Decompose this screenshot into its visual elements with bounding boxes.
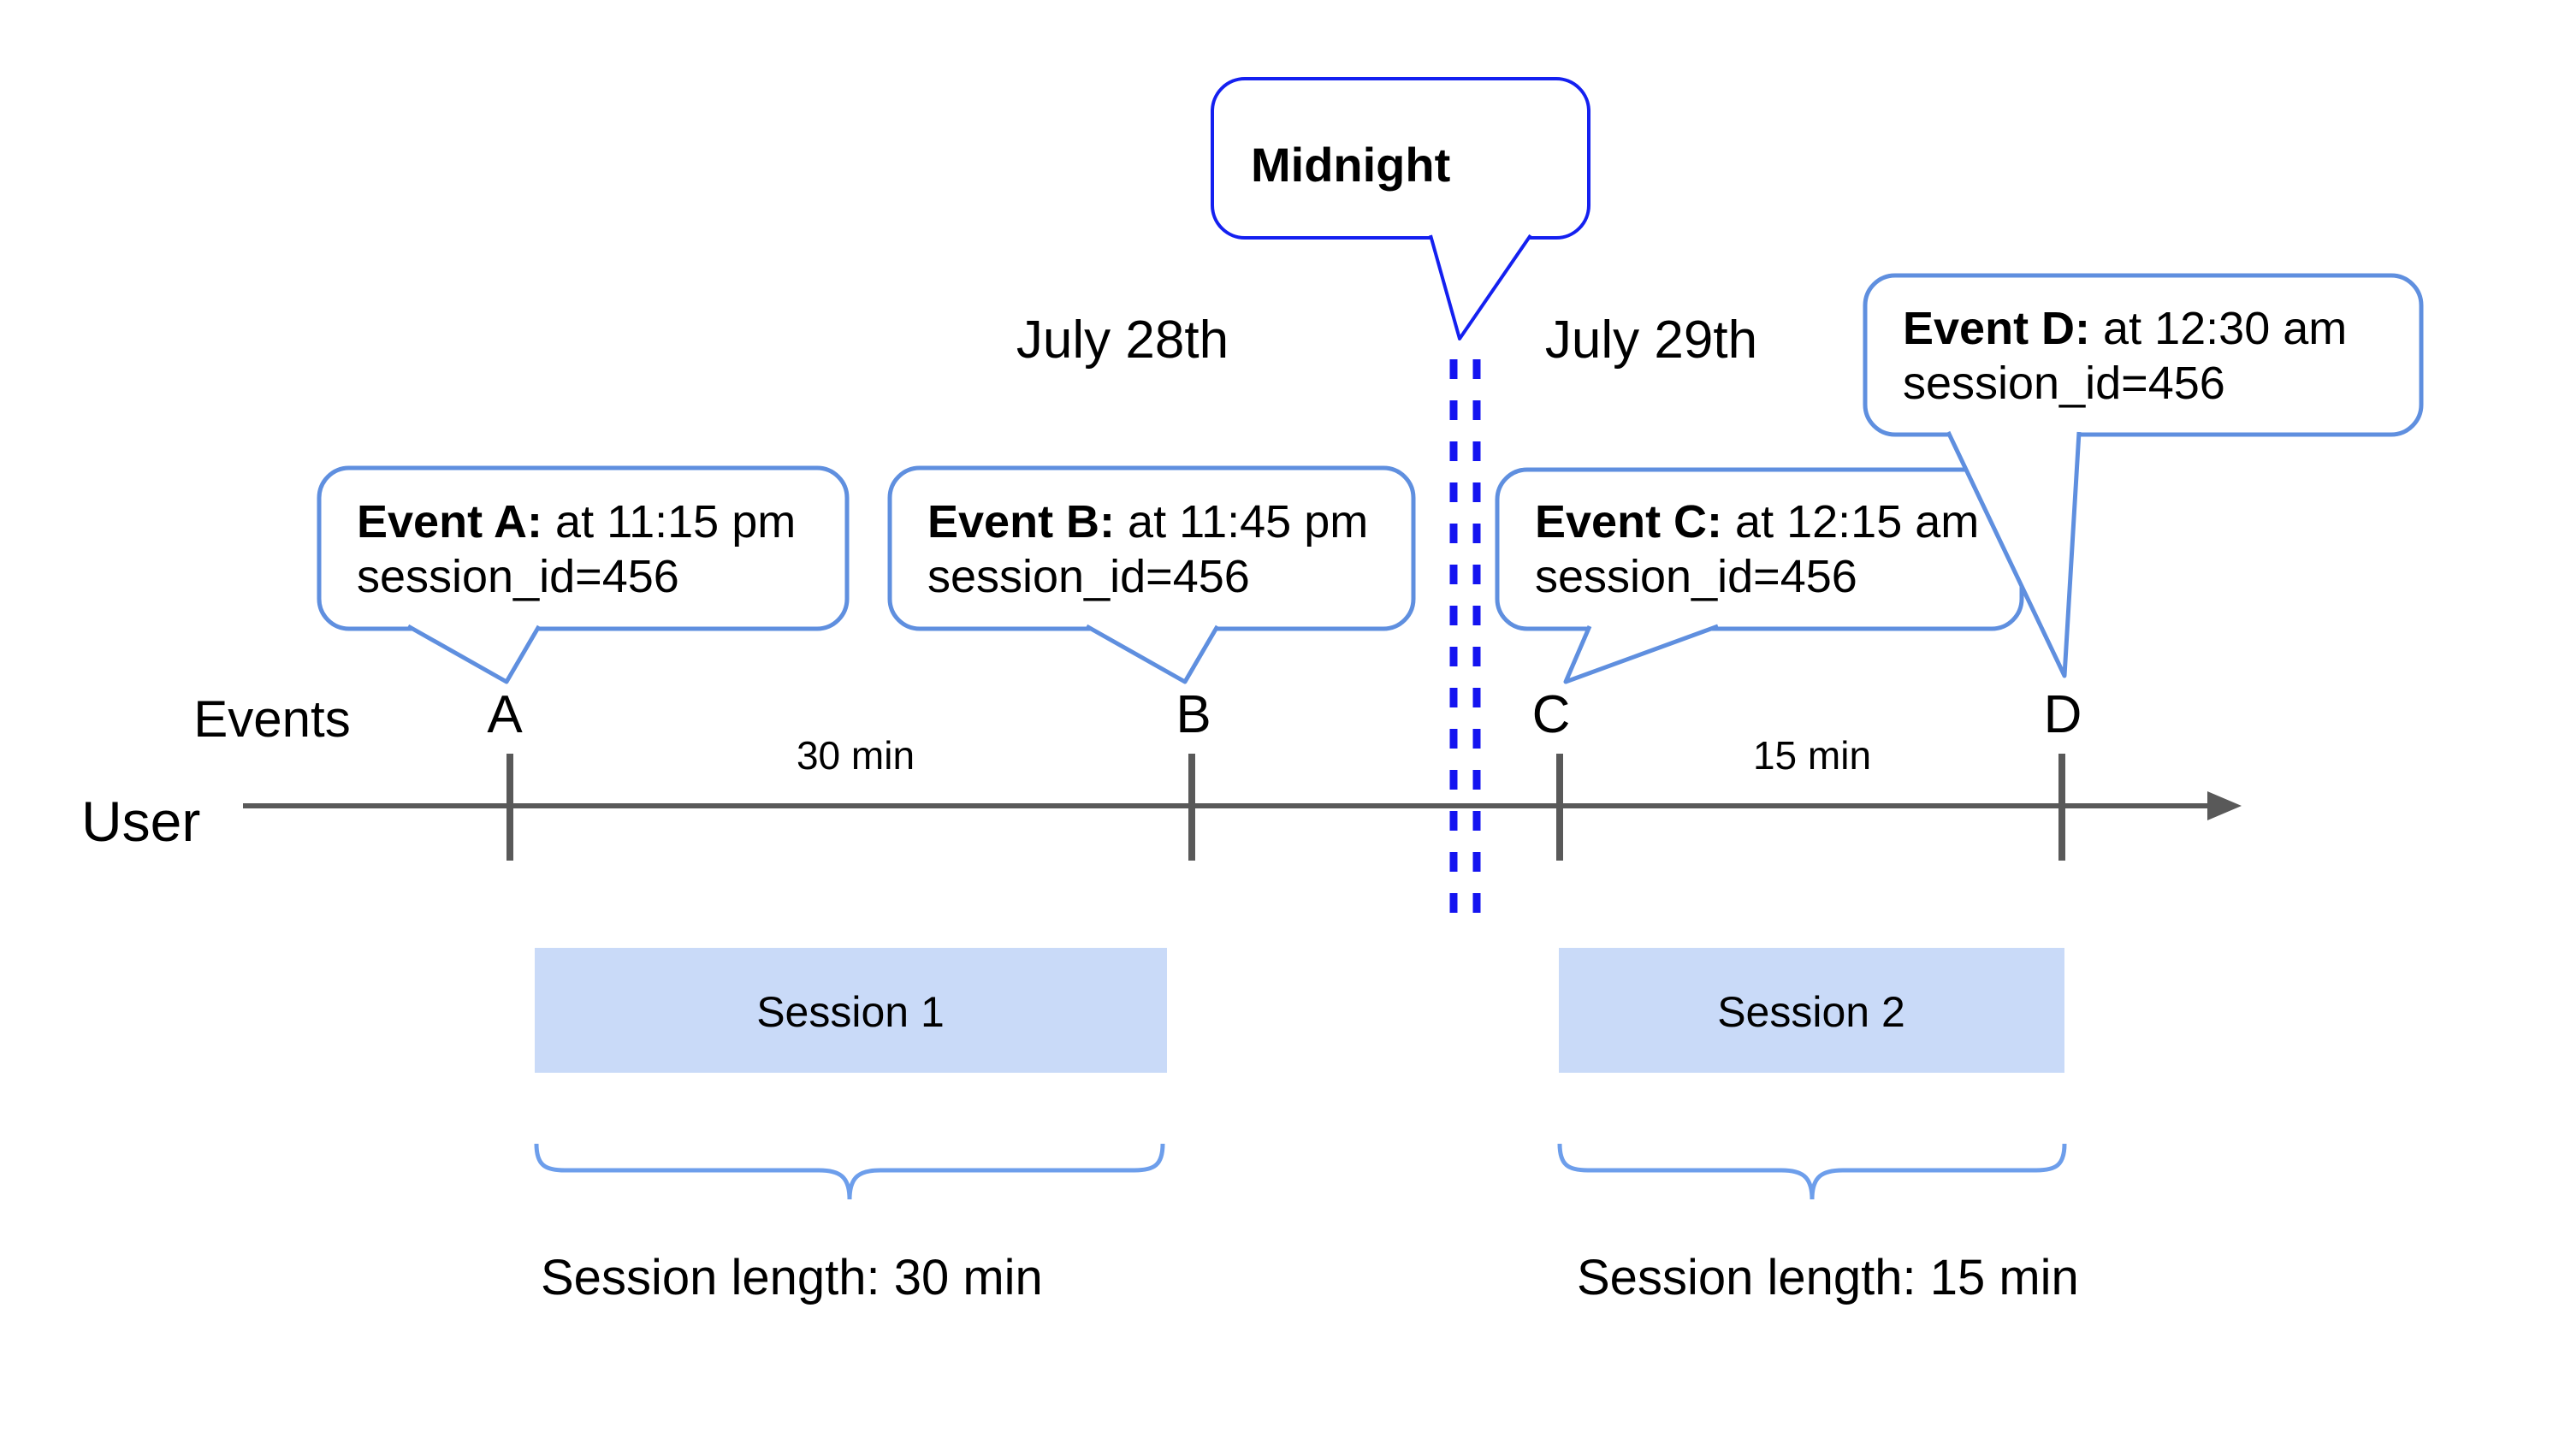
session-1-brace [534,1143,1165,1200]
event-c-line1: Event C: at 12:15 am [1535,494,1979,549]
interval-30min-label: 30 min [796,733,915,778]
session-2-label: Session 2 [1717,988,1905,1036]
interval-15min-label: 15 min [1752,733,1872,778]
event-a-session-id: session_id=456 [357,551,679,602]
session-1-length-label: Session length: 30 min [541,1250,1043,1305]
event-a-title: Event A: [357,496,543,547]
session-2-box [1559,948,2064,1073]
date-july-28: July 28th [1016,311,1229,370]
events-axis-label: Events [193,690,351,748]
event-letter-c: C [1531,685,1571,744]
session-1-box [535,948,1167,1073]
event-d-callout-text: Event D: at 12:30 am session_id=456 [1903,301,2347,411]
event-b-line1: Event B: at 11:45 pm [927,494,1368,549]
event-c-callout-tail [1563,624,1719,684]
event-d-callout-tail [1946,430,2082,678]
session-2-length-label: Session length: 15 min [1577,1250,2079,1305]
session-1-label: Session 1 [756,988,945,1036]
event-letter-b: B [1176,685,1211,744]
event-b-callout-text: Event B: at 11:45 pm session_id=456 [927,494,1368,604]
event-a-callout-shape [317,465,850,684]
event-letter-d: D [2043,685,2082,744]
event-b-session-id: session_id=456 [927,551,1250,602]
event-d-line1: Event D: at 12:30 am [1903,301,2347,356]
event-c-time: at 12:15 am [1722,496,1980,547]
event-d-title: Event D: [1903,303,2091,354]
timeline-axis [243,754,2242,861]
event-b-title: Event B: [927,496,1116,547]
event-c-session-id: session_id=456 [1535,551,1857,602]
event-letter-a: A [487,685,523,744]
event-a-callout-tail [406,624,542,684]
midnight-label: Midnight [1251,138,1451,192]
session-2-brace [1557,1143,2067,1200]
event-b-time: at 11:45 pm [1115,496,1369,547]
event-a-callout-text: Event A: at 11:15 pm session_id=456 [357,494,796,604]
event-d-time: at 12:30 am [2090,303,2348,354]
event-c-callout-shape [1495,467,2024,684]
event-c-callout-text: Event C: at 12:15 am session_id=456 [1535,494,1979,604]
event-a-time: at 11:15 pm [542,496,797,547]
event-b-callout-shape [887,465,1416,684]
event-a-line1: Event A: at 11:15 pm [357,494,796,549]
timeline-arrowhead-icon [2207,791,2242,820]
event-d-callout-shape [1863,273,2424,678]
event-c-title: Event C: [1535,496,1723,547]
user-axis-label: User [81,790,201,853]
midnight-divider [1449,359,1481,917]
midnight-callout-tail [1429,234,1532,340]
date-july-29: July 29th [1544,311,1758,370]
event-b-callout-tail [1085,624,1220,684]
midnight-callout-shape [1211,77,1590,340]
event-d-session-id: session_id=456 [1903,358,2225,409]
